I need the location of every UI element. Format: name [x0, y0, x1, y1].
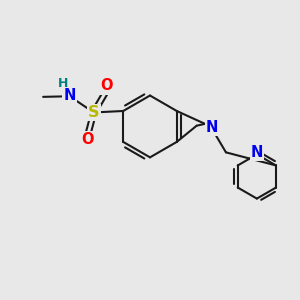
Text: O: O — [100, 79, 112, 94]
Text: S: S — [88, 105, 100, 120]
Text: N: N — [63, 88, 76, 103]
Text: N: N — [206, 120, 218, 135]
Text: H: H — [58, 77, 68, 90]
Text: O: O — [82, 132, 94, 147]
Text: N: N — [251, 145, 263, 160]
